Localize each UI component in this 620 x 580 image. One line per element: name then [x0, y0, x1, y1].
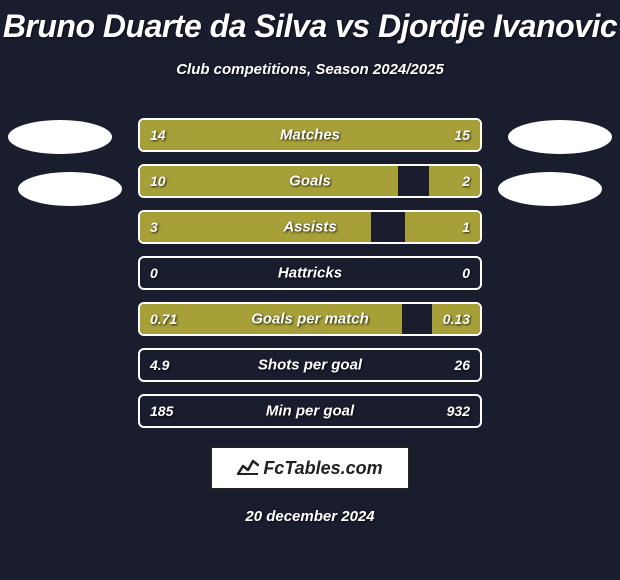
stat-row: 31Assists	[138, 210, 482, 244]
stat-label: Matches	[140, 127, 480, 144]
logo-box: FcTables.com	[210, 446, 410, 490]
player1-avatar	[8, 120, 112, 154]
stat-row: 00Hattricks	[138, 256, 482, 290]
stat-label: Min per goal	[140, 403, 480, 420]
stats-comparison: 1415Matches 102Goals 31Assists 00Hattricks 0…	[138, 118, 482, 428]
player1-club-badge	[18, 172, 122, 206]
player2-avatar	[508, 120, 612, 154]
stat-label: Assists	[140, 219, 480, 236]
stat-row: 4.926Shots per goal	[138, 348, 482, 382]
stat-label: Goals per match	[140, 311, 480, 328]
logo-icon	[237, 457, 259, 480]
stat-row: 185932Min per goal	[138, 394, 482, 428]
date: 20 december 2024	[0, 508, 620, 525]
page-title: Bruno Duarte da Silva vs Djordje Ivanovi…	[0, 0, 620, 45]
stat-label: Hattricks	[140, 265, 480, 282]
stat-row: 102Goals	[138, 164, 482, 198]
stat-label: Shots per goal	[140, 357, 480, 374]
logo-text: FcTables.com	[263, 458, 382, 479]
stat-row: 0.710.13Goals per match	[138, 302, 482, 336]
stat-label: Goals	[140, 173, 480, 190]
player2-club-badge	[498, 172, 602, 206]
stat-row: 1415Matches	[138, 118, 482, 152]
subtitle: Club competitions, Season 2024/2025	[0, 61, 620, 78]
